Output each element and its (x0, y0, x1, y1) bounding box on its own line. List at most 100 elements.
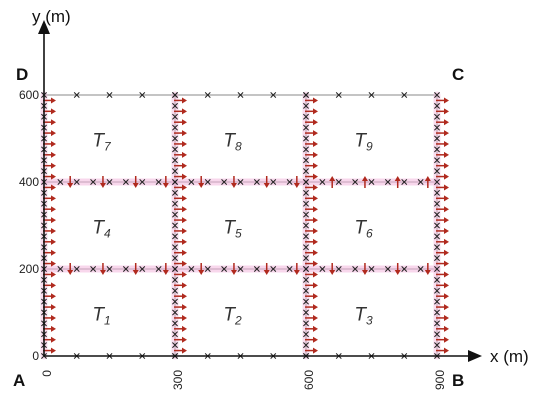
flow-arrow-right-icon (305, 97, 318, 104)
flow-arrow-right-icon (174, 97, 187, 104)
flow-arrow-right-icon (436, 325, 449, 332)
region-label-t6: T6 (354, 218, 373, 241)
node-cross-icon (434, 320, 440, 327)
x-tick-label: 600 (302, 370, 316, 390)
flow-arrow-right-icon (436, 108, 449, 115)
flow-arrow-right-icon (305, 314, 318, 321)
flow-arrow-right-icon (436, 130, 449, 137)
node-cross-icon (303, 146, 309, 153)
node-cross-icon (139, 179, 146, 185)
node-cross-icon (434, 309, 440, 316)
node-cross-icon (172, 146, 178, 153)
node-cross-icon (172, 276, 178, 283)
node-cross-icon (172, 320, 178, 327)
flow-arrow-right-icon (305, 304, 318, 311)
node-cross-icon (434, 287, 440, 294)
flow-arrow-right-icon (436, 195, 449, 202)
tick-labels: 0 300 600 900 0 200 400 600 (19, 88, 447, 390)
node-cross-icon (303, 211, 309, 218)
node-cross-icon (303, 287, 309, 294)
flow-arrows (43, 97, 449, 354)
flow-arrow-right-icon (436, 97, 449, 104)
flow-arrow-right-icon (436, 119, 449, 126)
flow-arrow-right-icon (174, 206, 187, 213)
flow-arrow-right-icon (174, 238, 187, 245)
flow-arrow-right-icon (305, 195, 318, 202)
node-cross-icon (303, 255, 309, 262)
x-axis-arrowhead-icon (468, 350, 482, 362)
node-cross-icon (303, 189, 309, 196)
flow-arrow-up-icon (424, 176, 431, 188)
flow-arrow-right-icon (305, 130, 318, 137)
y-tick-label: 0 (32, 349, 39, 363)
flow-arrow-right-icon (305, 227, 318, 234)
flow-arrow-down-icon (198, 263, 205, 275)
region-label-t1: T1 (92, 305, 110, 328)
node-cross-icon (303, 331, 309, 338)
node-cross-icon (434, 342, 440, 349)
flow-arrow-down-icon (263, 263, 270, 275)
flow-arrow-right-icon (436, 304, 449, 311)
node-cross-icon (434, 200, 440, 207)
node-cross-icon (417, 179, 424, 185)
node-cross-icon (303, 298, 309, 305)
node-cross-icon (172, 244, 178, 251)
region-letter: T (354, 218, 367, 239)
flow-arrow-down-icon (361, 263, 368, 275)
flow-arrow-right-icon (174, 336, 187, 343)
flow-arrow-right-icon (436, 249, 449, 256)
node-cross-icon (73, 266, 80, 272)
flow-arrow-right-icon (305, 140, 318, 147)
node-cross-icon (417, 266, 424, 272)
flow-arrow-down-icon (230, 176, 237, 188)
flow-arrow-right-icon (305, 173, 318, 180)
node-cross-icon (73, 179, 80, 185)
flow-arrow-right-icon (174, 314, 187, 321)
flow-arrow-right-icon (436, 206, 449, 213)
region-label-t2: T2 (223, 305, 242, 328)
node-cross-icon (172, 287, 178, 294)
node-cross-icon (172, 113, 178, 120)
node-cross-icon (90, 266, 97, 272)
flow-arrow-right-icon (436, 227, 449, 234)
node-cross-icon (172, 309, 178, 316)
node-cross-icon (303, 320, 309, 327)
x-tick-label: 900 (433, 370, 447, 390)
flow-arrow-right-icon (174, 271, 187, 278)
node-cross-icon (172, 222, 178, 229)
y-tick-label: 400 (19, 175, 39, 189)
node-cross-icon (303, 135, 309, 142)
flow-arrow-right-icon (436, 271, 449, 278)
node-cross-icon (172, 266, 178, 272)
node-cross-icon (434, 135, 440, 142)
flow-arrow-down-icon (162, 176, 169, 188)
corner-label-c: C (452, 65, 464, 84)
region-subscript: 3 (366, 314, 373, 328)
node-cross-icon (188, 179, 195, 185)
node-cross-icon (253, 179, 260, 185)
node-cross-icon (303, 266, 309, 272)
flow-arrow-right-icon (174, 140, 187, 147)
node-cross-icon (204, 179, 211, 185)
flow-arrow-right-icon (174, 173, 187, 180)
region-subscript: 7 (104, 140, 112, 154)
node-cross-icon (434, 222, 440, 229)
corner-label-d: D (16, 65, 28, 84)
flow-arrow-right-icon (305, 151, 318, 158)
node-cross-icon (73, 92, 80, 98)
node-cross-icon (434, 124, 440, 131)
node-cross-icon (434, 244, 440, 251)
flow-arrow-down-icon (67, 263, 74, 275)
flow-arrow-right-icon (174, 304, 187, 311)
flow-arrow-down-icon (394, 263, 401, 275)
flow-arrow-down-icon (293, 263, 300, 275)
node-cross-icon (221, 179, 228, 185)
node-cross-icon (270, 92, 277, 98)
node-cross-icon (106, 266, 113, 272)
node-cross-icon (434, 113, 440, 120)
flow-arrow-down-icon (132, 263, 139, 275)
node-cross-icon (368, 179, 375, 185)
flow-arrow-right-icon (305, 347, 318, 354)
node-cross-icon (172, 298, 178, 305)
